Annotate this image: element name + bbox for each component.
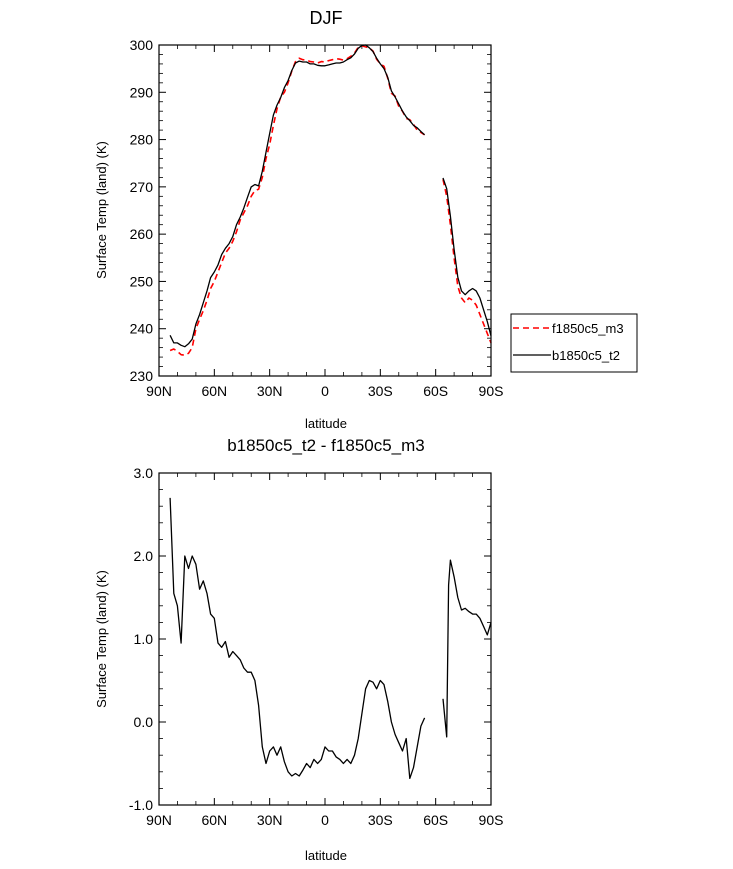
chart-bottom-plot-frame — [158, 472, 492, 806]
bottom-series-b1850c5-t2-f1850c5-m3-segment-1 — [169, 497, 426, 780]
x-tick-label: 60N — [201, 812, 227, 828]
y-tick-label: 2.0 — [134, 548, 154, 564]
y-tick-label: 290 — [130, 84, 154, 100]
x-tick-label: 30N — [257, 383, 283, 399]
chart-bottom: b1850c5_t2 - f1850c5_m3 Surface Temp (la… — [94, 436, 503, 863]
y-tick-label: 270 — [130, 179, 154, 195]
top-series-f1850c5-m3-segment-2 — [442, 179, 492, 344]
y-tick-label: 250 — [130, 273, 154, 289]
top-series-b1850c5-t2-segment-1 — [169, 44, 426, 348]
y-tick-label: 240 — [130, 321, 154, 337]
chart-top-ylabel: Surface Temp (land) (K) — [94, 141, 109, 279]
x-tick-label: 30N — [257, 812, 283, 828]
y-tick-label: 280 — [130, 132, 154, 148]
x-tick-label: 90N — [146, 383, 172, 399]
x-tick-label: 0 — [321, 383, 329, 399]
chart-top: DJF Surface Temp (land) (K) latitude 90N… — [94, 8, 638, 431]
chart-top-legend: f1850c5_m3 b1850c5_t2 — [510, 313, 638, 373]
legend-label-b1850c5-t2: b1850c5_t2 — [552, 348, 620, 363]
y-tick-label: 1.0 — [134, 631, 154, 647]
legend-label-f1850c5-m3: f1850c5_m3 — [552, 321, 624, 336]
chart-top-title: DJF — [310, 8, 343, 28]
y-tick-label: 0.0 — [134, 714, 154, 730]
chart-bottom-title: b1850c5_t2 - f1850c5_m3 — [227, 436, 425, 455]
x-tick-label: 90S — [479, 812, 504, 828]
x-tick-label: 60S — [423, 383, 448, 399]
x-tick-label: 30S — [368, 383, 393, 399]
y-tick-label: 3.0 — [134, 465, 154, 481]
top-series-f1850c5-m3-segment-1 — [169, 45, 426, 357]
chart-top-series — [169, 44, 492, 357]
bottom-series-b1850c5-t2-f1850c5-m3-segment-2 — [442, 559, 492, 738]
y-tick-label: 230 — [130, 368, 154, 384]
y-tick-label: 260 — [130, 226, 154, 242]
chart-bottom-series — [169, 497, 492, 780]
top-series-b1850c5-t2-segment-2 — [442, 177, 492, 336]
chart-top-xlabel: latitude — [305, 416, 347, 431]
x-tick-label: 0 — [321, 812, 329, 828]
x-tick-label: 90S — [479, 383, 504, 399]
x-tick-label: 60N — [201, 383, 227, 399]
legend-frame — [510, 313, 638, 373]
chart-bottom-xlabel: latitude — [305, 848, 347, 863]
chart-bottom-ylabel: Surface Temp (land) (K) — [94, 570, 109, 708]
chart-top-plot-frame — [158, 44, 492, 377]
x-tick-label: 90N — [146, 812, 172, 828]
chart-top-ticks: 90N 60N 30N 0 30S 60S 90S 230 240 250 260 270 280 290… — [130, 37, 504, 399]
x-tick-label: 30S — [368, 812, 393, 828]
y-tick-label: 300 — [130, 37, 154, 53]
x-tick-label: 60S — [423, 812, 448, 828]
y-tick-label: -1.0 — [129, 797, 153, 813]
